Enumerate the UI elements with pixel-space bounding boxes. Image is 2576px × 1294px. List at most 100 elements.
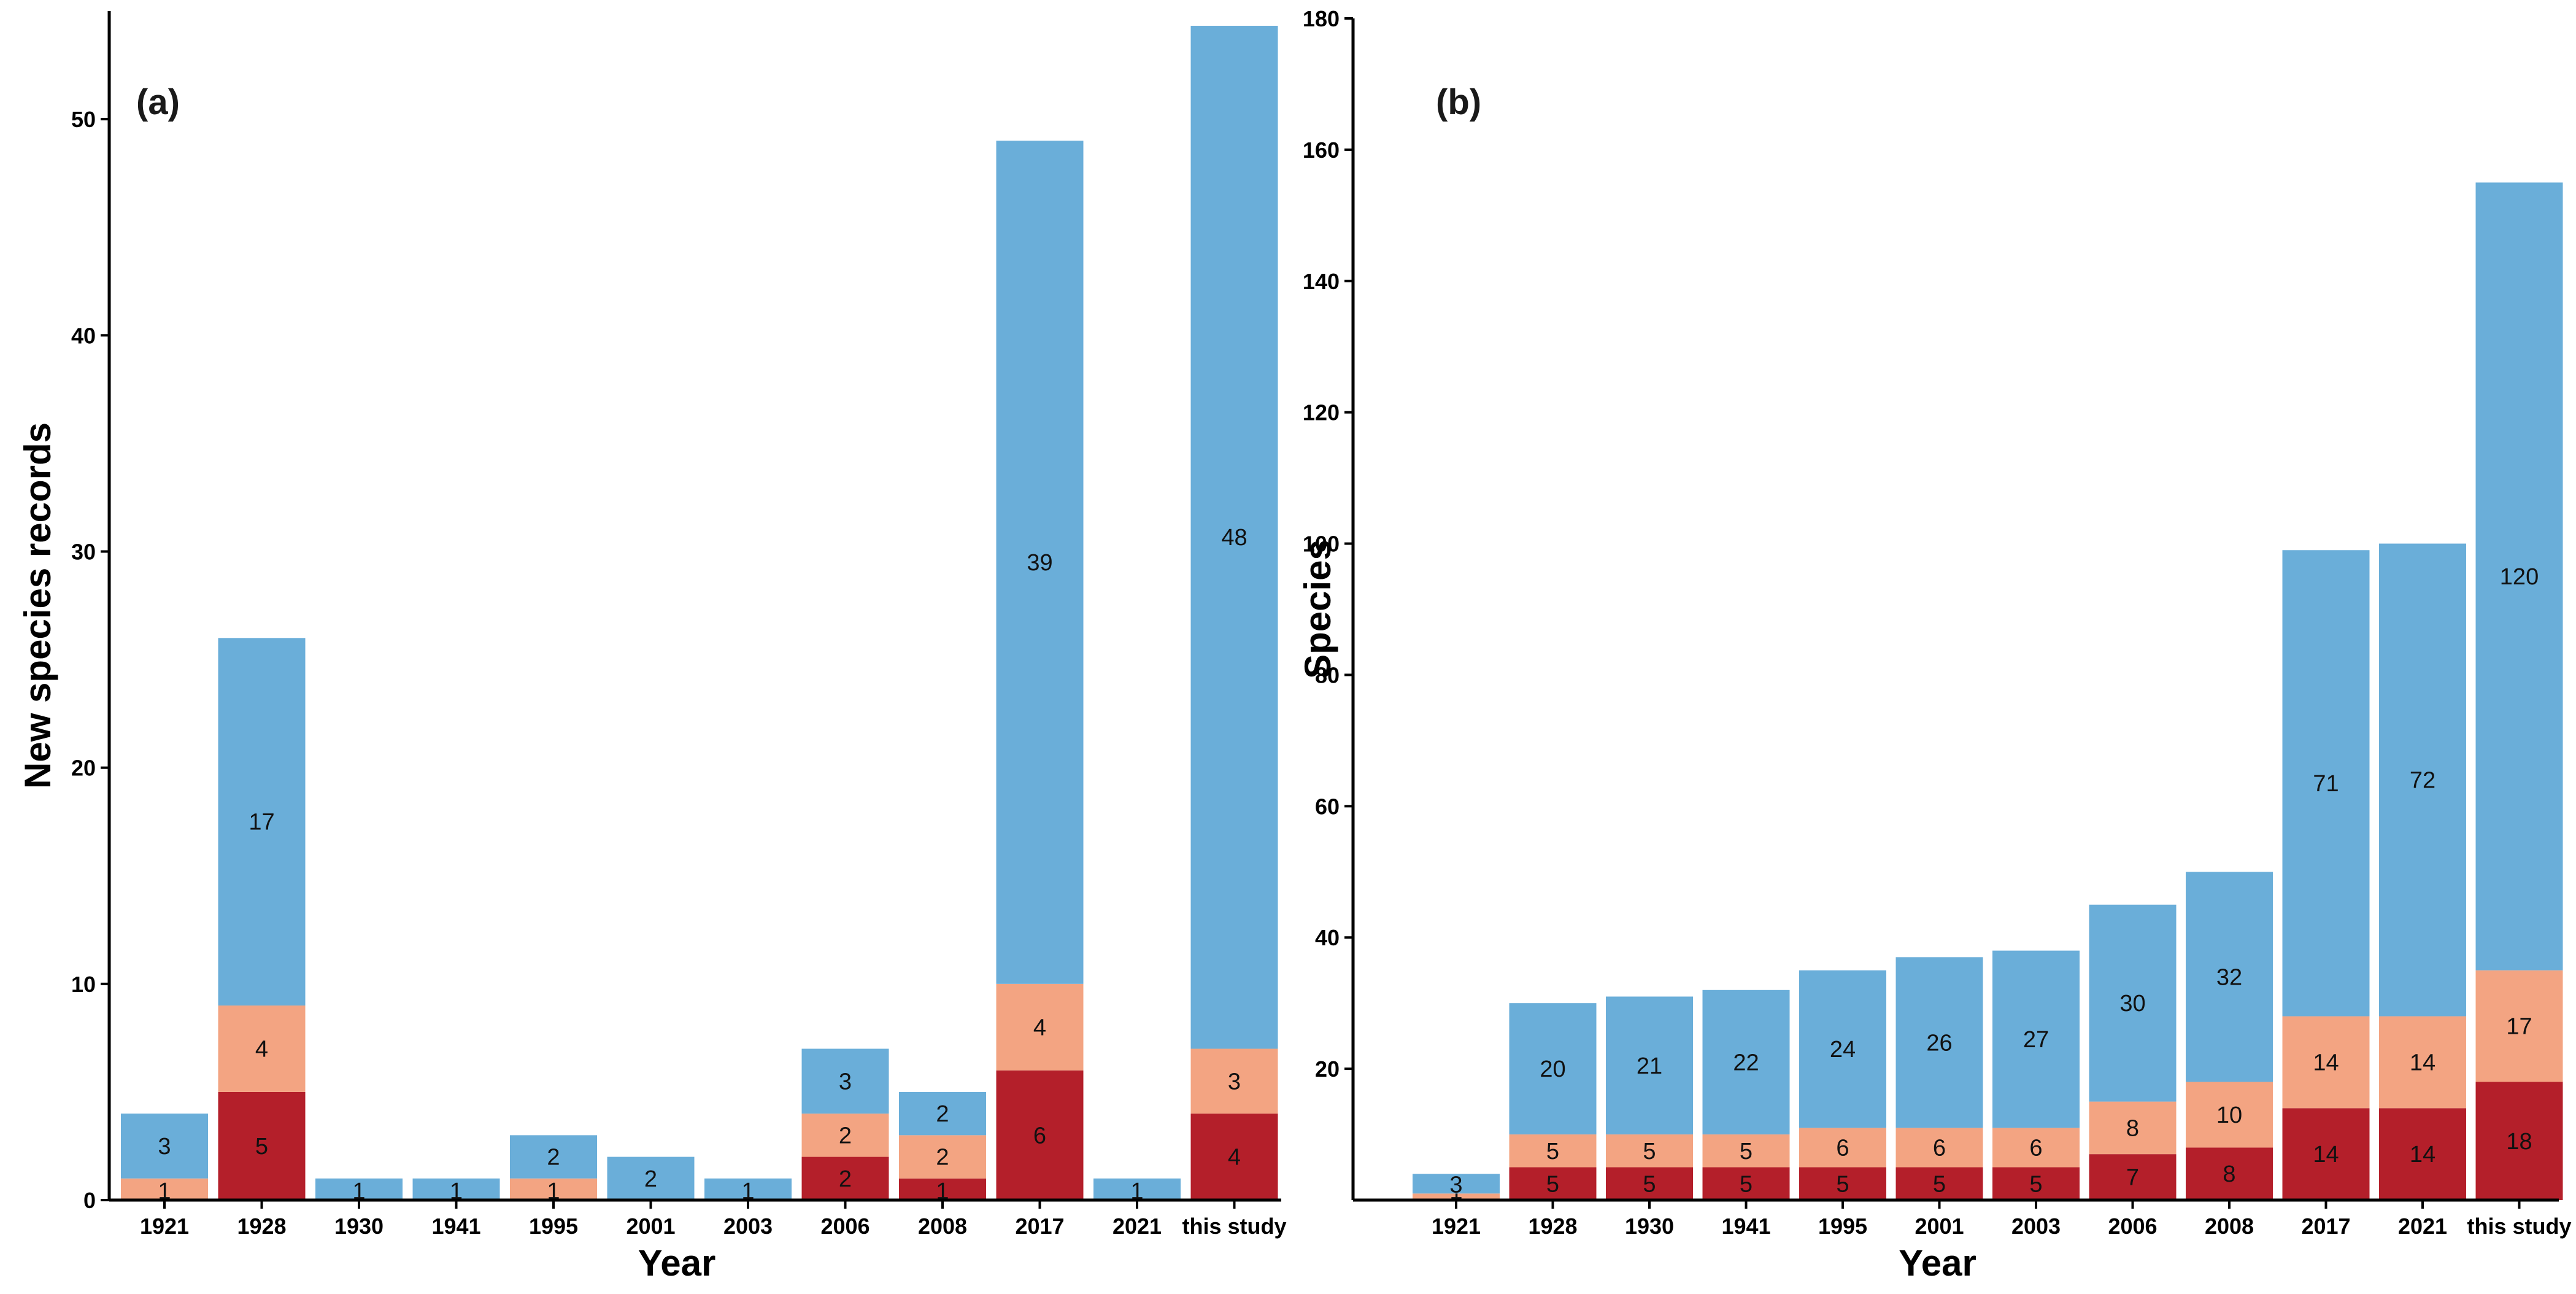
x-tick-label: 2003 bbox=[723, 1214, 773, 1239]
bar-b-1930-series-2 bbox=[1606, 996, 1693, 1135]
bar-value-label: 5 bbox=[1740, 1139, 1753, 1164]
x-tick-label: 1928 bbox=[237, 1214, 286, 1239]
bar-b-2017-series-0 bbox=[2282, 1108, 2370, 1200]
bar-value-label: 6 bbox=[1033, 1123, 1046, 1149]
panel-b-label: (b) bbox=[1436, 82, 1481, 122]
bar-value-label: 5 bbox=[1836, 1171, 1849, 1197]
x-tick-label: 1930 bbox=[1625, 1214, 1674, 1239]
bar-b-1928-series-2 bbox=[1509, 1003, 1597, 1135]
x-tick-label: 2001 bbox=[1915, 1214, 1964, 1239]
y-tick-label: 10 bbox=[71, 972, 96, 997]
x-tick-label: 2008 bbox=[2205, 1214, 2254, 1239]
bar-a-1921-series-1 bbox=[121, 1178, 208, 1200]
bar-b-2021-series-1 bbox=[2379, 1016, 2466, 1109]
panel-a: (a) New species records Year 1 3 1921 5 4 17 1… bbox=[17, 11, 1287, 1284]
y-tick-label: 160 bbox=[1303, 138, 1340, 163]
x-tick-label: 1995 bbox=[1818, 1214, 1867, 1239]
bar-b-this-study-series-2 bbox=[2475, 182, 2563, 971]
bar-a-2021-series-2 bbox=[1093, 1178, 1181, 1200]
panel-a-x-axis-title: Year bbox=[638, 1242, 716, 1284]
bar-b-2006-series-2 bbox=[2089, 904, 2177, 1102]
bar-value-label: 7 bbox=[2126, 1165, 2139, 1191]
bar-value-label: 4 bbox=[1228, 1145, 1241, 1171]
bar-value-label: 1 bbox=[547, 1179, 560, 1204]
bar-value-label: 3 bbox=[839, 1069, 852, 1094]
bar-value-label: 2 bbox=[936, 1101, 949, 1127]
bar-b-2008-series-0 bbox=[2186, 1147, 2273, 1200]
bar-a-2017-series-1 bbox=[996, 983, 1084, 1071]
bar-value-label: 4 bbox=[1033, 1015, 1046, 1040]
bar-value-label: 14 bbox=[2410, 1050, 2435, 1075]
bar-value-label: 17 bbox=[2506, 1014, 2532, 1040]
bar-value-label: 2 bbox=[644, 1166, 657, 1192]
y-tick-label: 20 bbox=[71, 756, 96, 781]
bar-value-label: 5 bbox=[1546, 1171, 1559, 1197]
bar-value-label: 27 bbox=[2023, 1027, 2049, 1053]
x-tick-label: 2017 bbox=[2301, 1214, 2350, 1239]
bar-a-2006-series-1 bbox=[801, 1114, 889, 1157]
bar-a-2001-series-2 bbox=[607, 1156, 695, 1200]
x-tick-label: 2006 bbox=[820, 1214, 870, 1239]
bar-value-label: 1 bbox=[1130, 1179, 1143, 1204]
bar-a-1930-series-2 bbox=[315, 1178, 403, 1200]
bar-a-2006-series-0 bbox=[801, 1156, 889, 1200]
bar-value-label: 21 bbox=[1637, 1053, 1662, 1079]
bar-a-this-study-series-2 bbox=[1190, 26, 1278, 1049]
bar-b-1921-series-2 bbox=[1413, 1174, 1500, 1194]
bar-value-label: 1 bbox=[352, 1179, 365, 1204]
bar-value-label: 6 bbox=[2029, 1135, 2042, 1161]
bar-value-label: 10 bbox=[2216, 1102, 2242, 1128]
bar-a-2017-series-2 bbox=[996, 141, 1084, 984]
bar-value-label: 8 bbox=[2126, 1115, 2139, 1141]
bar-b-this-study-series-0 bbox=[2475, 1082, 2563, 1200]
bar-b-1921-series-1 bbox=[1413, 1193, 1500, 1200]
bar-value-label: 14 bbox=[2313, 1050, 2339, 1075]
bar-value-label: 3 bbox=[1449, 1172, 1462, 1198]
x-tick-label: 2001 bbox=[626, 1214, 675, 1239]
bar-value-label: 5 bbox=[1933, 1171, 1946, 1197]
y-tick-label: 100 bbox=[1303, 532, 1340, 557]
x-tick-label: 1941 bbox=[431, 1214, 480, 1239]
bar-b-1928-series-1 bbox=[1509, 1134, 1597, 1168]
bar-a-2017-series-0 bbox=[996, 1070, 1084, 1200]
bar-b-2003-series-1 bbox=[1992, 1128, 2080, 1168]
bar-b-1995-series-2 bbox=[1799, 970, 1886, 1128]
bar-b-1941-series-1 bbox=[1702, 1134, 1790, 1168]
bar-value-label: 5 bbox=[1740, 1171, 1753, 1197]
x-tick-label: 1941 bbox=[1721, 1214, 1770, 1239]
bar-value-label: 5 bbox=[2029, 1171, 2042, 1197]
bar-value-label: 1 bbox=[158, 1179, 171, 1204]
bar-value-label: 30 bbox=[2119, 991, 2145, 1017]
bar-a-2008-series-2 bbox=[899, 1091, 986, 1136]
bar-value-label: 26 bbox=[1926, 1030, 1952, 1056]
bar-b-2001-series-1 bbox=[1895, 1128, 1983, 1168]
y-tick-label: 30 bbox=[71, 539, 96, 564]
x-tick-label: 1930 bbox=[334, 1214, 384, 1239]
bar-a-2008-series-0 bbox=[899, 1178, 986, 1200]
x-tick-label: 2021 bbox=[2398, 1214, 2447, 1239]
bar-value-label: 6 bbox=[1933, 1135, 1946, 1161]
bar-value-label: 14 bbox=[2313, 1142, 2339, 1168]
panel-a-label: (a) bbox=[136, 82, 180, 122]
x-tick-label: 2008 bbox=[918, 1214, 967, 1239]
x-tick-label: this study bbox=[2467, 1214, 2571, 1239]
bar-value-label: 5 bbox=[255, 1134, 268, 1160]
bar-a-1941-series-2 bbox=[412, 1178, 500, 1200]
x-tick-label: 1995 bbox=[529, 1214, 578, 1239]
x-tick-label: this study bbox=[1182, 1214, 1286, 1239]
bar-value-label: 22 bbox=[1733, 1050, 1759, 1075]
bar-value-label: 120 bbox=[2500, 564, 2539, 590]
y-tick-label: 60 bbox=[1315, 794, 1340, 819]
bar-b-2021-series-2 bbox=[2379, 543, 2466, 1017]
bar-b-2017-series-2 bbox=[2282, 550, 2370, 1017]
bar-a-this-study-series-1 bbox=[1190, 1048, 1278, 1114]
bar-b-1941-series-0 bbox=[1702, 1167, 1790, 1200]
y-tick-label: 20 bbox=[1315, 1056, 1340, 1082]
bar-b-2001-series-0 bbox=[1895, 1167, 1983, 1200]
bar-value-label: 2 bbox=[839, 1123, 852, 1149]
bar-b-1941-series-2 bbox=[1702, 990, 1790, 1135]
bar-value-label: 17 bbox=[249, 810, 274, 835]
bar-a-1995-series-2 bbox=[510, 1135, 597, 1179]
bar-value-label: 48 bbox=[1221, 525, 1247, 551]
